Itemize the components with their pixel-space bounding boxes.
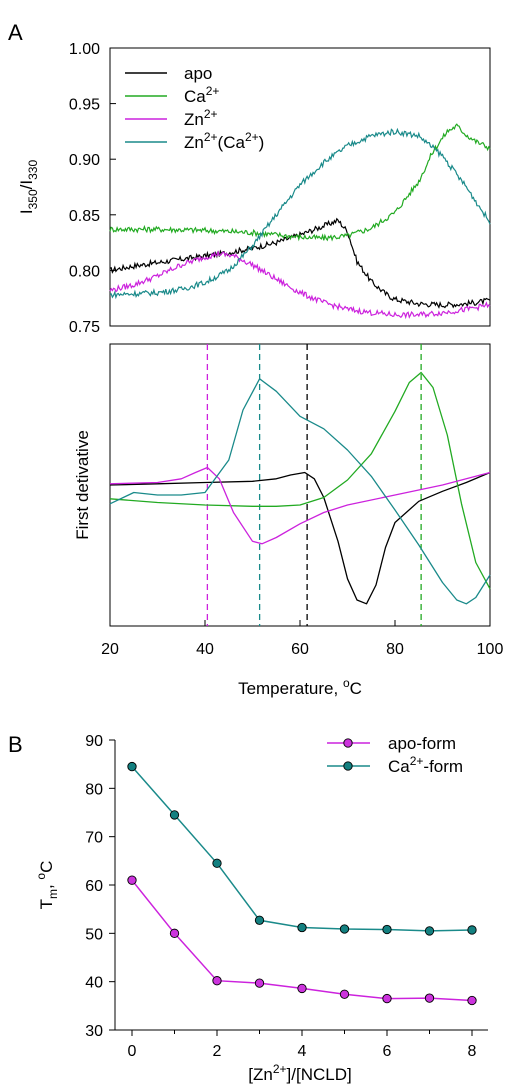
panel-a-derivative-line — [109, 466, 491, 545]
panel-a-bottom-plot — [109, 371, 491, 605]
panel-a-top-y-tick-label: 0.90 — [69, 152, 100, 169]
panel-a-bottom-x-ticks: 20 40 60 80 100 — [101, 620, 503, 658]
panel-a-derivative-line — [109, 378, 491, 605]
panel-a-x-tick-label: 100 — [477, 641, 504, 658]
panel-a-x-axis-label: Temperature, oC — [238, 676, 362, 698]
panel-b-series-line — [131, 766, 473, 932]
panel-a-top-y-axis-label: I350/I330 — [17, 160, 40, 215]
panel-a-bottom-frame — [109, 343, 491, 627]
panel-a-series-line — [109, 123, 491, 242]
panel-a-top-plot — [109, 123, 491, 320]
panel-b-x-tick-label: 2 — [213, 1043, 222, 1060]
panel-a-x-tick-label: 80 — [386, 641, 404, 658]
panel-b-x-tick-label: 8 — [468, 1043, 477, 1060]
panel-a-derivative-line — [109, 471, 491, 605]
panel-b-x-tick-label: 0 — [128, 1043, 137, 1060]
legend-entry: apo — [184, 64, 212, 83]
legend-entry: apo-form — [388, 734, 456, 753]
panel-b-y-tick-label: 60 — [85, 878, 103, 895]
panel-b-point — [424, 993, 435, 1003]
panel-b-point — [339, 924, 350, 934]
panel-b-point — [382, 924, 392, 935]
panel-a-bottom-y-axis-label: First detivative — [73, 430, 92, 540]
panel-a-top-y-ticks: 1.00 0.95 0.90 0.85 0.80 0.75 — [69, 41, 116, 336]
panel-b-x-axis-label: [Zn2+]/[NCLD] — [248, 1062, 351, 1084]
panel-b-series-line — [131, 879, 473, 1002]
panel-label-b: B — [8, 732, 23, 757]
panel-b-point — [467, 995, 477, 1006]
panel-a-series-line — [109, 217, 491, 309]
legend-entry: Zn2+(Ca2+) — [184, 130, 264, 152]
panel-a-x-tick-label: 40 — [196, 641, 214, 658]
panel-b-y-tick-label: 90 — [85, 733, 103, 750]
panel-a-top-frame — [109, 47, 491, 327]
panel-label-a: A — [8, 20, 23, 45]
panel-b-y-axis-label: Tm, oC — [34, 861, 60, 910]
panel-a-series-line — [109, 127, 491, 300]
panel-b-point — [169, 928, 180, 938]
panel-b-x-ticks: 0 2 4 6 8 — [128, 1030, 477, 1060]
panel-b-point — [212, 976, 222, 986]
panel-a-top-y-tick-label: 0.85 — [69, 208, 100, 225]
panel-b-point — [339, 989, 350, 999]
panel-b-y-tick-label: 30 — [85, 1023, 103, 1040]
panel-a-derivative-line — [109, 371, 491, 590]
panel-b: B 90 80 70 60 50 40 30 0 2 4 6 8 Tm, oC [Zn2+]/[NC… — [8, 732, 488, 1084]
panel-b-y-ticks: 90 80 70 60 50 40 30 — [85, 733, 115, 1040]
panel-b-point — [254, 978, 265, 988]
panel-b-point — [127, 875, 137, 885]
legend-marker — [343, 738, 353, 748]
panel-b-y-tick-label: 80 — [85, 781, 103, 798]
panel-a-top-y-tick-label: 0.80 — [69, 263, 100, 280]
panel-b-point — [254, 915, 265, 925]
panel-a-top-y-tick-label: 0.95 — [69, 97, 100, 114]
panel-a-top-y-tick-label: 1.00 — [69, 41, 100, 58]
panel-b-point — [297, 983, 307, 994]
legend-entry: Ca2+ — [184, 84, 219, 106]
panel-a-derivative: 20 40 60 80 100 First detivative Temperature… — [73, 343, 503, 698]
panel-a: A 1.00 0.95 0.90 0.85 0.80 0.75 I350/I330 apo… — [8, 20, 491, 336]
panel-b-plot — [127, 761, 477, 1006]
panel-b-point — [424, 926, 435, 936]
legend-entry: Zn2+ — [184, 107, 218, 129]
panel-b-x-tick-label: 4 — [298, 1043, 307, 1060]
panel-b-x-tick-label: 6 — [383, 1043, 392, 1060]
panel-b-y-tick-label: 40 — [85, 975, 103, 992]
panel-b-point — [212, 858, 222, 868]
panel-b-point — [297, 922, 307, 933]
panel-a-top-y-tick-label: 0.75 — [69, 319, 100, 336]
legend-entry: Ca2+-form — [388, 754, 463, 776]
panel-a-bottom-vlines — [206, 344, 422, 626]
panel-b-point — [127, 761, 137, 772]
panel-a-series-line — [109, 249, 491, 320]
panel-b-y-tick-label: 50 — [85, 926, 103, 943]
panel-a-x-tick-label: 60 — [291, 641, 309, 658]
panel-a-x-tick-label: 20 — [101, 641, 119, 658]
panel-b-point — [169, 810, 180, 820]
panel-b-y-tick-label: 70 — [85, 830, 103, 847]
panel-b-point — [467, 925, 477, 935]
panel-b-point — [382, 993, 392, 1004]
legend-marker — [343, 761, 353, 771]
